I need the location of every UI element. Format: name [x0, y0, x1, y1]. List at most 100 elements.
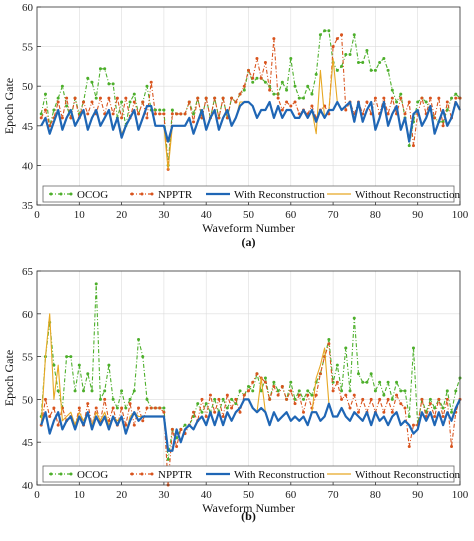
- data-point-ocog: [162, 406, 166, 410]
- series-line-npptr: [40, 34, 460, 170]
- x-tick-label: 0: [34, 209, 40, 221]
- data-point-npptr: [285, 100, 289, 104]
- data-point-ocog: [90, 80, 94, 84]
- data-point-ocog: [132, 389, 136, 393]
- data-point-ocog: [65, 355, 69, 359]
- data-point-ocog: [382, 393, 386, 397]
- x-tick-label: 60: [285, 489, 297, 501]
- data-point-npptr: [382, 410, 386, 414]
- data-point-ocog: [361, 60, 365, 64]
- data-point-ocog: [52, 108, 56, 112]
- data-point-npptr: [145, 406, 149, 410]
- data-point-npptr: [204, 96, 208, 100]
- data-point-npptr: [445, 397, 449, 401]
- data-point-npptr: [399, 402, 403, 406]
- y-tick-label: 35: [22, 200, 34, 212]
- data-point-ocog: [255, 76, 259, 80]
- x-tick-label: 20: [116, 209, 128, 221]
- data-point-npptr: [276, 393, 280, 397]
- data-point-npptr: [420, 96, 424, 100]
- data-point-npptr: [242, 84, 246, 88]
- data-point-ocog: [352, 33, 356, 37]
- data-point-ocog: [221, 397, 225, 401]
- data-point-npptr: [335, 37, 339, 41]
- data-point-npptr: [221, 415, 225, 419]
- data-point-ocog: [162, 108, 166, 112]
- data-point-npptr: [411, 144, 415, 148]
- data-point-npptr: [327, 342, 331, 346]
- legend-label: With Reconstruction: [234, 189, 325, 201]
- data-point-npptr: [175, 444, 179, 448]
- data-point-ocog: [225, 406, 229, 410]
- data-point-npptr: [268, 397, 272, 401]
- data-point-npptr: [137, 406, 141, 410]
- data-point-npptr: [361, 397, 365, 401]
- data-point-npptr: [158, 112, 162, 116]
- data-point-npptr: [344, 393, 348, 397]
- data-point-ocog: [450, 96, 454, 100]
- data-point-npptr: [60, 116, 64, 120]
- data-point-npptr: [251, 380, 255, 384]
- data-point-npptr: [65, 96, 69, 100]
- data-point-npptr: [314, 393, 318, 397]
- data-point-ocog: [306, 389, 310, 393]
- data-point-npptr: [378, 397, 382, 401]
- data-point-ocog: [120, 389, 124, 393]
- data-point-ocog: [263, 376, 267, 380]
- data-point-ocog: [335, 363, 339, 367]
- x-tick-label: 10: [74, 489, 86, 501]
- legend-marker: [49, 472, 53, 476]
- series-line-ocog: [40, 30, 461, 166]
- data-point-npptr: [56, 100, 60, 104]
- y-tick-label: 55: [22, 42, 34, 54]
- data-point-ocog: [395, 100, 399, 104]
- x-tick-label: 90: [412, 489, 424, 501]
- data-point-ocog: [94, 96, 98, 100]
- data-point-npptr: [200, 397, 204, 401]
- data-point-ocog: [318, 33, 322, 37]
- data-point-npptr: [289, 389, 293, 393]
- data-point-npptr: [111, 112, 115, 116]
- data-point-npptr: [56, 423, 60, 427]
- data-point-npptr: [369, 397, 373, 401]
- data-point-ocog: [365, 49, 369, 53]
- data-point-ocog: [238, 389, 242, 393]
- data-point-ocog: [416, 100, 420, 104]
- y-tick-label: 45: [22, 121, 34, 133]
- data-point-npptr: [242, 393, 246, 397]
- data-point-ocog: [327, 29, 331, 33]
- x-axis-label: Waveform Number: [202, 221, 295, 235]
- data-point-npptr: [411, 423, 415, 427]
- data-point-ocog: [340, 389, 344, 393]
- data-point-ocog: [445, 389, 449, 393]
- data-point-npptr: [255, 56, 259, 60]
- data-point-ocog: [441, 406, 445, 410]
- data-point-ocog: [378, 60, 382, 64]
- data-point-ocog: [132, 92, 136, 96]
- data-point-ocog: [399, 389, 403, 393]
- data-point-ocog: [390, 397, 394, 401]
- data-point-ocog: [82, 389, 86, 393]
- data-point-ocog: [428, 397, 432, 401]
- data-point-npptr: [340, 33, 344, 37]
- data-point-ocog: [386, 380, 390, 384]
- data-point-ocog: [276, 389, 280, 393]
- data-point-npptr: [365, 100, 369, 104]
- legend-marker: [140, 472, 144, 476]
- data-point-ocog: [373, 68, 377, 72]
- data-point-ocog: [77, 363, 81, 367]
- data-point-npptr: [132, 423, 136, 427]
- data-point-npptr: [390, 410, 394, 414]
- data-point-ocog: [251, 80, 255, 84]
- data-point-ocog: [382, 56, 386, 60]
- data-point-npptr: [441, 124, 445, 128]
- data-point-npptr: [263, 380, 267, 384]
- data-point-npptr: [280, 385, 284, 389]
- data-point-ocog: [69, 355, 73, 359]
- data-point-ocog: [128, 100, 132, 104]
- data-point-ocog: [407, 144, 411, 148]
- data-point-ocog: [170, 108, 174, 112]
- data-point-npptr: [69, 116, 73, 120]
- data-point-npptr: [103, 397, 107, 401]
